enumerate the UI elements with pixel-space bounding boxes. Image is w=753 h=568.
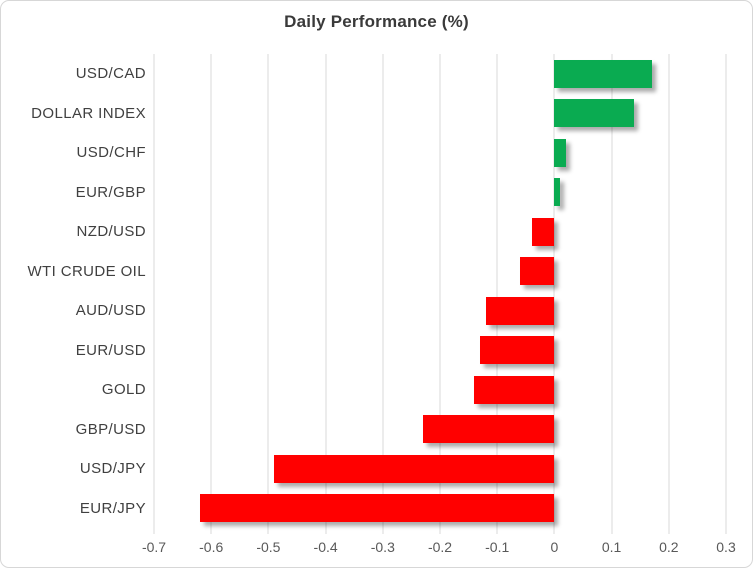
tick-mark: [611, 528, 613, 534]
bar-dollar-index: [554, 99, 635, 128]
bar-gold: [474, 375, 555, 404]
x-tick-label: -0.2: [427, 539, 453, 555]
bar-row: [154, 370, 726, 409]
bar-usd-jpy: [274, 454, 555, 483]
bar-eur-gbp: [554, 178, 561, 207]
gridline: [267, 54, 269, 528]
bar-row: [154, 410, 726, 449]
gridline: [382, 54, 384, 528]
bar-row: [154, 291, 726, 330]
x-tick-label: -0.6: [199, 539, 224, 555]
bar-gbp-usd: [422, 415, 555, 444]
tick-mark: [267, 528, 269, 534]
bar-usd-chf: [554, 138, 566, 167]
category-label: EUR/GBP: [75, 183, 146, 201]
category-label: EUR/USD: [75, 341, 146, 359]
chart-title: Daily Performance (%): [284, 12, 469, 31]
category-label: AUD/USD: [75, 302, 146, 320]
category-label: USD/JPY: [79, 460, 146, 478]
gridline: [553, 54, 555, 528]
x-tick-label: 0.1: [601, 539, 622, 555]
gridline: [210, 54, 212, 528]
gridline: [496, 54, 498, 528]
bar-row: [154, 449, 726, 488]
gridline: [325, 54, 327, 528]
bar-row: [154, 212, 726, 251]
bar-eur-usd: [480, 336, 555, 365]
x-tick-label: 0.3: [716, 539, 736, 555]
category-label: GOLD: [101, 381, 146, 399]
x-tick-label: 0: [550, 539, 559, 555]
tick-mark: [725, 528, 727, 534]
bar-row: [154, 54, 726, 93]
category-label: DOLLAR INDEX: [31, 104, 146, 122]
gridline: [611, 54, 613, 528]
tick-mark: [439, 528, 441, 534]
x-tick-label: -0.4: [313, 539, 338, 555]
category-label: USD/CAD: [75, 65, 146, 83]
bar-row: [154, 331, 726, 370]
tick-mark: [210, 528, 212, 534]
bar-aud-usd: [485, 296, 555, 325]
tick-mark: [153, 528, 155, 534]
x-tick-label: -0.3: [370, 539, 395, 555]
tick-mark: [553, 528, 555, 534]
plot-area: [153, 54, 727, 534]
category-label: NZD/USD: [76, 223, 146, 241]
gridline: [668, 54, 670, 528]
bar-wti-crude-oil: [520, 257, 555, 286]
x-tick-label: -0.5: [256, 539, 281, 555]
bar-row: [154, 93, 726, 132]
tick-mark: [382, 528, 384, 534]
category-axis: USD/CAD DOLLAR INDEX USD/CHF EUR/GBP NZD/USD…: [1, 54, 146, 528]
bar-usd-cad: [554, 59, 652, 88]
gridline: [153, 54, 155, 528]
tick-mark: [668, 528, 670, 534]
value-axis: -0.7 -0.6 -0.5 -0.4 -0.3 -0.2 -0.1 0 0.1 0.2 0.3: [142, 539, 736, 557]
bar-row: [154, 489, 726, 528]
category-label: WTI CRUDE OIL: [27, 262, 146, 280]
bar-eur-jpy: [199, 494, 555, 523]
category-label: EUR/JPY: [79, 499, 146, 517]
category-label: GBP/USD: [75, 420, 146, 438]
category-label: USD/CHF: [76, 144, 146, 162]
bar-row: [154, 173, 726, 212]
gridline: [439, 54, 441, 528]
bar-nzd-usd: [531, 217, 555, 246]
bar-row: [154, 133, 726, 172]
gridline: [725, 54, 727, 528]
x-tick-label: -0.1: [485, 539, 510, 555]
x-tick-label: -0.7: [141, 539, 167, 555]
tick-mark: [325, 528, 327, 534]
tick-mark: [496, 528, 498, 534]
bar-row: [154, 252, 726, 291]
x-tick-label: 0.2: [659, 539, 679, 555]
